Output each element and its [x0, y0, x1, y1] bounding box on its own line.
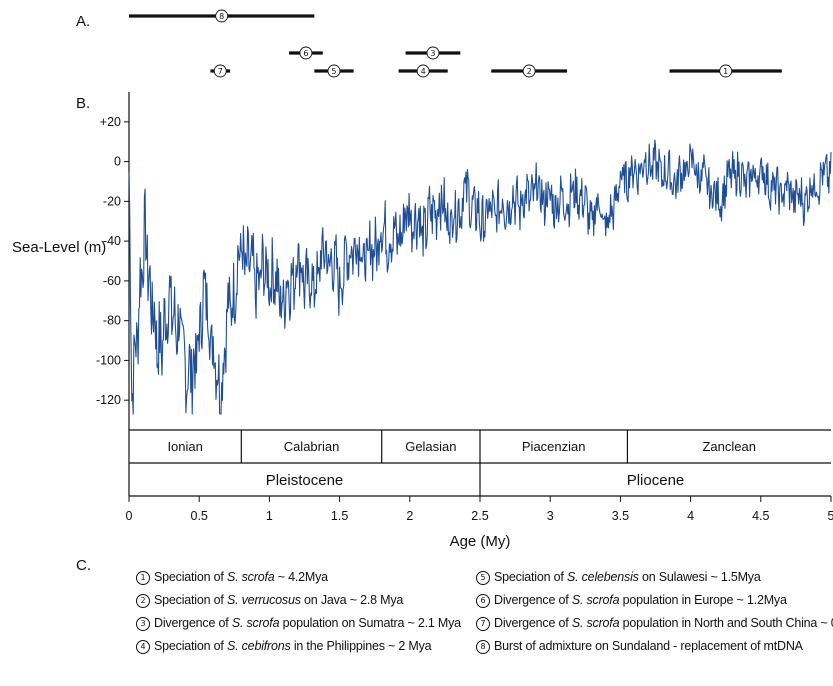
legend-text: Burst of admixture on Sundaland - replac… — [494, 639, 803, 653]
event-marker-6 — [299, 46, 313, 60]
sea-level-plot: +20 0 -20 -40 -60 -80 -100 -120 Sea-Level (m) — [12, 92, 832, 430]
x-tick-label: 1.5 — [331, 509, 348, 523]
x-axis: 0 0.5 1 1.5 2 2.5 3 3.5 4 4.5 5 — [126, 496, 833, 523]
x-tick-label: 3 — [547, 509, 554, 523]
legend-text: ~ 4.2Mya — [274, 570, 328, 584]
legend-text: Divergence of — [494, 616, 572, 630]
y-tick-label: 0 — [114, 155, 121, 169]
event-number: 7 — [218, 67, 223, 76]
event-marker-8 — [215, 9, 229, 23]
event-number: 1 — [723, 67, 728, 76]
sea-level-line — [128, 139, 832, 415]
legend-species: S. scrofa — [571, 593, 620, 607]
event-marker-2 — [522, 64, 536, 78]
legend-species: S. celebensis — [566, 570, 639, 584]
legend-species: S. scrofa — [231, 616, 280, 630]
legend-item: 1 Speciation of S. scrofa ~ 4.2Mya — [136, 570, 328, 585]
legend-number: 5 — [476, 571, 490, 585]
legend-text: population in Europe ~ 1.2Mya — [619, 593, 787, 607]
panel-label-b: B. — [76, 95, 90, 112]
legend-item: 7 Divergence of S. scrofa population in N… — [476, 616, 833, 631]
legend-text: Speciation of — [154, 593, 227, 607]
x-tick-label: 5 — [828, 509, 833, 523]
epoch-label: Pleistocene — [266, 472, 344, 489]
x-tick-label: 1 — [266, 509, 273, 523]
event-marker-4 — [416, 64, 430, 78]
y-tick-label: -20 — [103, 194, 121, 208]
x-axis-title: Age (My) — [450, 533, 511, 550]
legend-item: 2 Speciation of S. verrucosus on Java ~ 2… — [136, 593, 403, 608]
legend-number: 7 — [476, 617, 490, 631]
event-marker-3 — [426, 46, 440, 60]
legend-text: Divergence of — [494, 593, 572, 607]
event-marker-7 — [213, 64, 227, 78]
event-legend: 1 Speciation of S. scrofa ~ 4.2Mya 2 Specia… — [136, 570, 833, 680]
stage-label: Calabrian — [284, 439, 340, 454]
x-tick-label: 4 — [687, 509, 694, 523]
panel-label-c: C. — [76, 557, 91, 574]
x-tick-label: 4.5 — [752, 509, 769, 523]
event-number: 2 — [527, 67, 532, 76]
stage-label: Zanclean — [702, 439, 755, 454]
legend-item: 8 Burst of admixture on Sundaland - repla… — [476, 639, 803, 654]
legend-text: Speciation of — [154, 570, 227, 584]
y-tick-label: -100 — [96, 353, 121, 367]
legend-text: population in North and South China ~ 0.… — [622, 616, 833, 630]
legend-item: 3 Divergence of S. scrofa population on S… — [136, 616, 461, 631]
legend-item: 6 Divergence of S. scrofa population in E… — [476, 593, 787, 608]
event-marker-1 — [719, 64, 733, 78]
x-tick-label: 0.5 — [191, 509, 208, 523]
legend-number: 1 — [136, 571, 150, 585]
legend-text: population on Sumatra ~ 2.1 Mya — [279, 616, 462, 630]
legend-text: in the Philippines ~ 2 Mya — [290, 639, 432, 653]
legend-species: S. verrucosus — [226, 593, 301, 607]
legend-text: on Java ~ 2.8 Mya — [300, 593, 404, 607]
y-tick-label: -80 — [103, 314, 121, 328]
legend-text: Speciation of — [154, 639, 227, 653]
event-number: 5 — [331, 67, 336, 76]
y-axis-title: Sea-Level (m) — [12, 239, 106, 256]
legend-text: Divergence of — [154, 616, 232, 630]
legend-text: on Sulawesi ~ 1.5Mya — [638, 570, 761, 584]
y-tick-label: -40 — [103, 234, 121, 248]
stage-label: Gelasian — [405, 439, 456, 454]
y-tick-label: -60 — [103, 274, 121, 288]
y-tick-label: +20 — [100, 115, 121, 129]
event-marker-5 — [327, 64, 341, 78]
legend-item: 4 Speciation of S. cebifrons in the Phili… — [136, 639, 432, 654]
y-ticks: +20 0 -20 -40 -60 -80 -100 -120 — [96, 115, 129, 407]
stage-label: Ionian — [167, 439, 202, 454]
event-number: 3 — [430, 49, 435, 58]
event-timeline: 8 6 3 7 5 4 2 1 — [129, 9, 782, 78]
legend-number: 6 — [476, 594, 490, 608]
legend-item: 5 Speciation of S. celebensis on Sulawesi… — [476, 570, 761, 585]
y-tick-label: -120 — [96, 393, 121, 407]
stage-label: Piacenzian — [522, 439, 586, 454]
event-number: 6 — [303, 49, 308, 58]
epoch-label: Pliocene — [627, 472, 685, 489]
x-tick-label: 0 — [126, 509, 133, 523]
legend-species: S. cebifrons — [226, 639, 291, 653]
legend-number: 3 — [136, 617, 150, 631]
legend-text: Speciation of — [494, 570, 567, 584]
legend-number: 4 — [136, 640, 150, 654]
x-tick-label: 2.5 — [471, 509, 488, 523]
stratigraphy-table: Ionian Calabrian Gelasian Piacenzian Zanclea… — [128, 429, 831, 497]
legend-species: S. scrofa — [226, 570, 275, 584]
legend-number: 8 — [476, 640, 490, 654]
x-tick-label: 3.5 — [612, 509, 629, 523]
panel-label-a: A. — [76, 13, 90, 30]
legend-species: S. scrofa — [571, 616, 620, 630]
event-number: 8 — [219, 12, 224, 21]
legend-number: 2 — [136, 594, 150, 608]
event-number: 4 — [421, 67, 426, 76]
x-tick-label: 2 — [406, 509, 413, 523]
